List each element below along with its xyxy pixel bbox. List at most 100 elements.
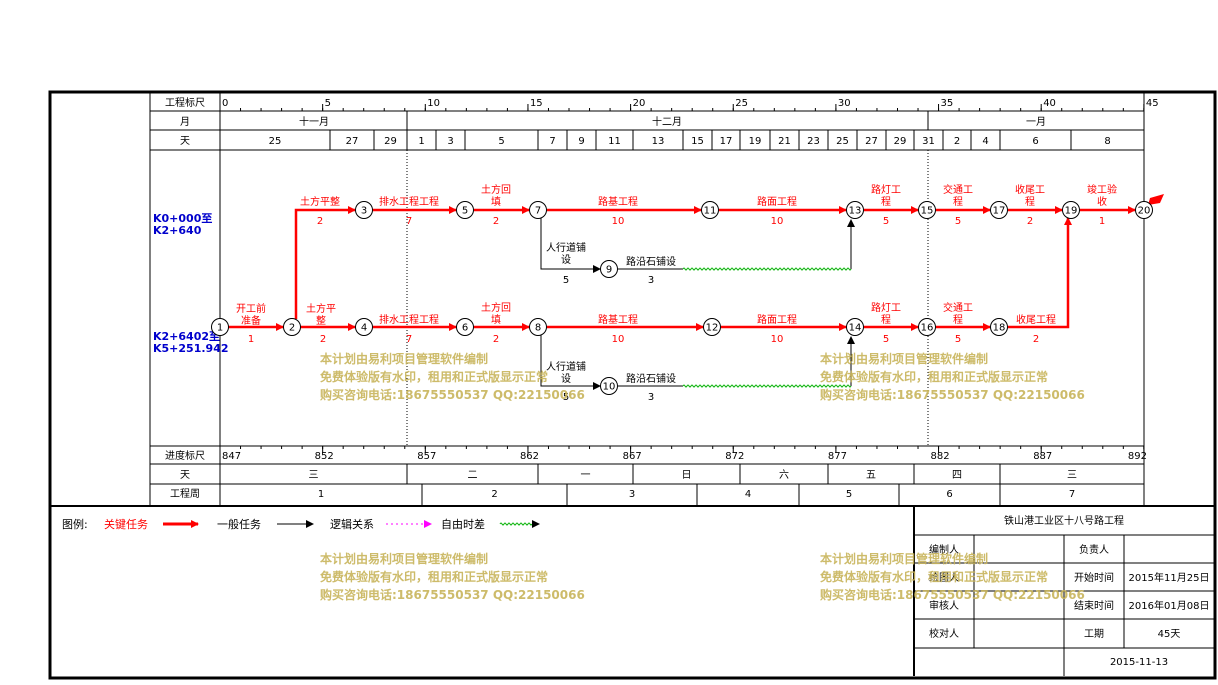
svg-text:20: 20 (1138, 206, 1151, 217)
svg-text:2: 2 (289, 323, 295, 334)
ruler-tick-label: 35 (941, 98, 954, 109)
svg-text:3: 3 (361, 206, 367, 217)
week-cell: 3 (629, 489, 635, 500)
svg-text:免费体验版有水印，租用和正式版显示正常: 免费体验版有水印，租用和正式版显示正常 (320, 369, 548, 384)
finish-flag-icon (1148, 194, 1164, 205)
svg-text:6: 6 (462, 323, 468, 334)
ruler-tick-label: 15 (530, 98, 543, 109)
task-label: 路基工程 (598, 195, 638, 208)
weekday-cell: 三 (309, 470, 319, 481)
task-duration: 2 (493, 216, 499, 227)
ruler-tick-label: 0 (222, 98, 228, 109)
watermark: 本计划由易利项目管理软件编制 免费体验版有水印，租用和正式版显示正常 购买咨询电… (320, 351, 1085, 602)
task-label: 填 (491, 195, 501, 208)
critical-arrows (228, 206, 1136, 331)
task-duration: 5 (563, 392, 569, 403)
network-node: 1 (211, 318, 229, 336)
task-label: 人行道铺 (546, 241, 586, 254)
day-cell: 17 (720, 136, 733, 147)
task-label: 程 (881, 196, 891, 208)
day-cell: 8 (1104, 136, 1110, 147)
month-label: 月 (180, 116, 190, 128)
start-value: 2015年11月25日 (1129, 571, 1210, 584)
progress-tick-label: 847 (222, 451, 241, 462)
svg-text:购买咨询电话:18675550537 QQ:22150066: 购买咨询电话:18675550537 QQ:22150066 (320, 387, 585, 402)
network-node: 17 (990, 201, 1008, 219)
drafter-label: 绘图人 (929, 571, 959, 584)
task-label: 程 (881, 314, 891, 326)
info-texts: 铁山港工业区十八号路工程 编制人 负责人 绘图人 开始时间 2015年11月25… (929, 514, 1209, 668)
svg-text:15: 15 (921, 206, 934, 217)
weekday-cell: 二 (468, 470, 478, 481)
task-duration: 10 (771, 334, 784, 345)
ruler-label: 工程标尺 (165, 97, 205, 109)
task-label: 路灯工 (871, 301, 901, 314)
task-label: 整 (316, 314, 326, 327)
legend-float-arrow-icon (532, 520, 540, 528)
task-label: 程 (1025, 196, 1035, 208)
task-duration: 5 (955, 334, 961, 345)
svg-text:17: 17 (993, 206, 1006, 217)
task-label: 路面工程 (757, 195, 797, 208)
network-node: 3 (355, 201, 373, 219)
day-cell: 19 (749, 136, 762, 147)
week-cell: 2 (491, 489, 497, 500)
network-node: 13 (846, 201, 864, 219)
day-cell: 11 (608, 136, 621, 147)
legend-logic-arrow-icon (424, 520, 432, 528)
svg-text:11: 11 (704, 206, 717, 217)
task-duration: 2 (1027, 216, 1033, 227)
progress-tick-label: 877 (828, 451, 847, 462)
reviewer-label: 审核人 (929, 599, 959, 612)
svg-text:免费体验版有水印，租用和正式版显示正常: 免费体验版有水印，租用和正式版显示正常 (820, 369, 1048, 384)
svg-text:14: 14 (849, 323, 862, 334)
network-node: 16 (918, 318, 936, 336)
svg-text:10: 10 (603, 382, 616, 393)
task-duration: 10 (771, 216, 784, 227)
svg-text:免费体验版有水印，租用和正式版显示正常: 免费体验版有水印，租用和正式版显示正常 (320, 569, 548, 584)
network-node: 11 (701, 201, 719, 219)
project-title: 铁山港工业区十八号路工程 (1004, 514, 1124, 527)
week-cell: 1 (318, 489, 324, 500)
week-cell: 7 (1069, 489, 1075, 500)
network-node: 7 (529, 201, 547, 219)
progress-tick-label: 872 (725, 451, 744, 462)
svg-text:本计划由易利项目管理软件编制: 本计划由易利项目管理软件编制 (820, 351, 988, 366)
task-label: 交通工 (943, 301, 973, 314)
legend-critical-label: 关键任务 (104, 517, 148, 531)
month-name: 十一月 (299, 115, 329, 128)
task-label: 路沿石铺设 (626, 372, 676, 385)
day-cell: 29 (384, 136, 397, 147)
start-label: 开始时间 (1074, 571, 1114, 584)
float-line-10 (682, 384, 852, 388)
task-duration: 10 (612, 216, 625, 227)
network-node: 2 (283, 318, 301, 336)
task-duration: 3 (648, 275, 654, 286)
task-label: 土方回 (481, 183, 511, 196)
task-label: 竣工验 (1087, 183, 1117, 196)
task-label: 准备 (241, 314, 261, 327)
weekday-label: 天 (180, 470, 190, 481)
week-cell: 5 (846, 489, 852, 500)
ruler-tick-label: 5 (325, 98, 331, 109)
day-cell: 4 (982, 136, 988, 147)
day-cell: 31 (922, 136, 935, 147)
week-cell: 4 (745, 489, 751, 500)
progress-tick-label: 862 (520, 451, 539, 462)
progress-tick-label: 882 (931, 451, 950, 462)
ruler-tick-label: 45 (1146, 98, 1159, 109)
task-label: 程 (953, 314, 963, 326)
day-cell: 5 (498, 136, 504, 147)
progress-tick-label: 887 (1033, 451, 1052, 462)
section-label: K5+251.942 (153, 342, 229, 355)
week-label: 工程周 (170, 488, 200, 500)
duration-value: 45天 (1158, 629, 1181, 640)
day-cell: 7 (549, 136, 555, 147)
end-value: 2016年01月08日 (1129, 599, 1210, 612)
weekday-cell: 日 (682, 470, 692, 481)
svg-text:16: 16 (921, 323, 934, 334)
network-node: 18 (990, 318, 1008, 336)
section-label: K2+640 (153, 224, 202, 237)
network-node: 15 (918, 201, 936, 219)
task-duration: 2 (320, 334, 326, 345)
